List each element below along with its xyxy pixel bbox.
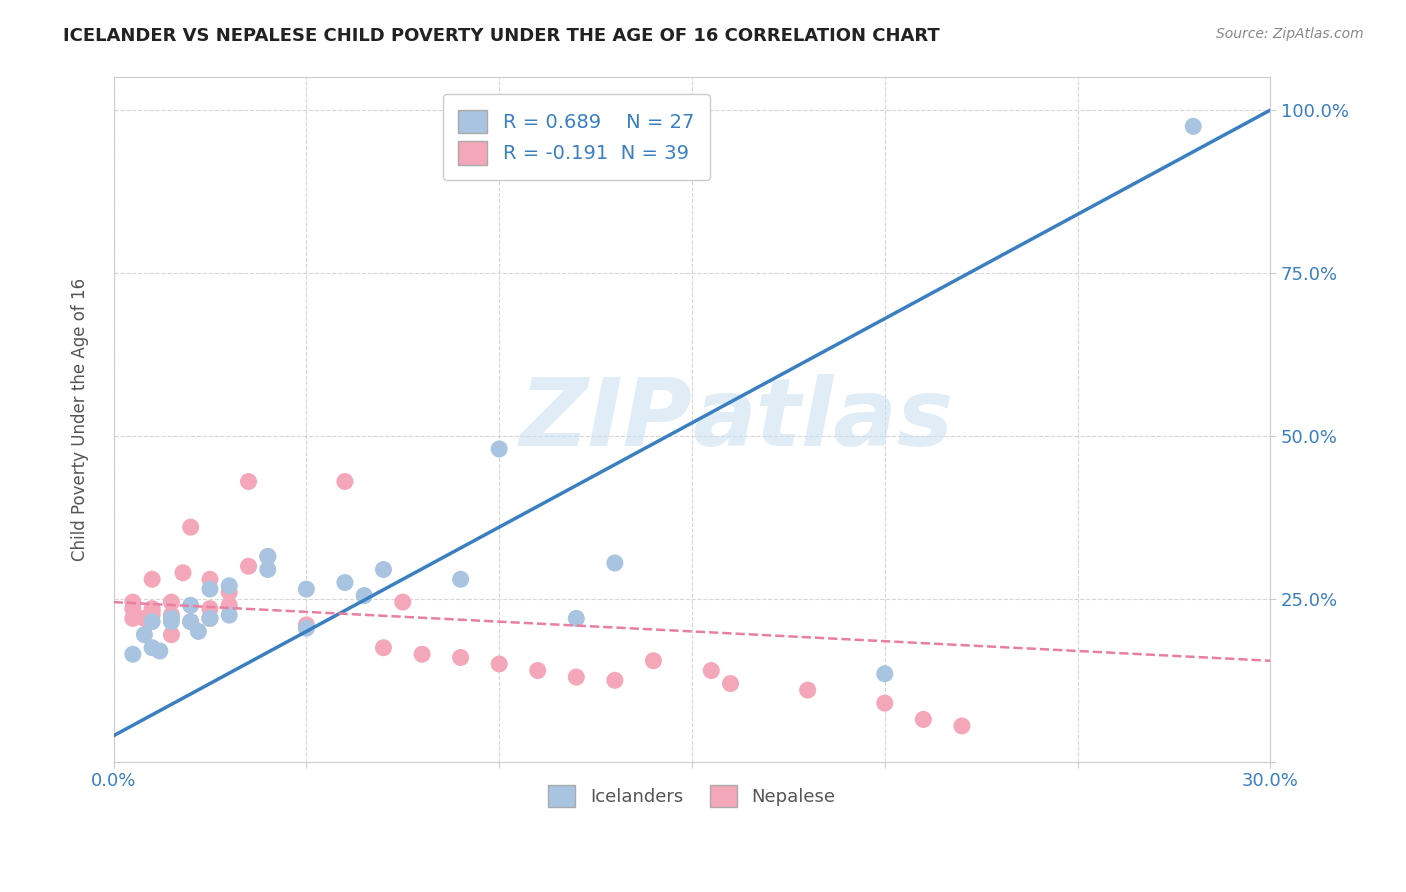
Text: atlas: atlas: [692, 374, 953, 466]
Point: [353, 589, 375, 603]
Point: [603, 556, 626, 570]
Point: [603, 673, 626, 688]
Point: [218, 579, 240, 593]
Point: [198, 582, 221, 596]
Point: [180, 615, 202, 629]
Point: [411, 647, 433, 661]
Text: ZIP: ZIP: [519, 374, 692, 466]
Point: [256, 549, 278, 564]
Point: [912, 713, 935, 727]
Point: [796, 683, 818, 698]
Point: [238, 475, 260, 489]
Point: [141, 640, 163, 655]
Point: [141, 601, 163, 615]
Point: [256, 549, 278, 564]
Point: [873, 696, 896, 710]
Point: [488, 442, 510, 456]
Point: [160, 611, 183, 625]
Point: [450, 572, 472, 586]
Point: [121, 595, 143, 609]
Text: ICELANDER VS NEPALESE CHILD POVERTY UNDER THE AGE OF 16 CORRELATION CHART: ICELANDER VS NEPALESE CHILD POVERTY UNDE…: [63, 27, 941, 45]
Point: [218, 599, 240, 613]
Point: [198, 601, 221, 615]
Point: [256, 562, 278, 576]
Point: [134, 611, 156, 625]
Point: [180, 615, 202, 629]
Point: [1182, 120, 1205, 134]
Point: [141, 572, 163, 586]
Point: [700, 664, 723, 678]
Point: [160, 628, 183, 642]
Point: [141, 605, 163, 619]
Point: [198, 572, 221, 586]
Point: [134, 628, 156, 642]
Point: [373, 640, 395, 655]
Point: [333, 575, 356, 590]
Point: [141, 615, 163, 629]
Point: [488, 657, 510, 671]
Point: [295, 582, 318, 596]
Point: [160, 608, 183, 623]
Point: [643, 654, 665, 668]
Point: [149, 644, 172, 658]
Point: [141, 608, 163, 623]
Legend: Icelanders, Nepalese: Icelanders, Nepalese: [541, 778, 842, 814]
Point: [160, 595, 183, 609]
Point: [121, 601, 143, 615]
Point: [950, 719, 973, 733]
Point: [333, 475, 356, 489]
Point: [160, 615, 183, 629]
Point: [218, 585, 240, 599]
Point: [238, 559, 260, 574]
Point: [172, 566, 194, 580]
Point: [198, 611, 221, 625]
Point: [450, 650, 472, 665]
Point: [873, 666, 896, 681]
Point: [198, 611, 221, 625]
Point: [391, 595, 413, 609]
Point: [373, 562, 395, 576]
Point: [565, 611, 588, 625]
Point: [180, 599, 202, 613]
Point: [526, 664, 548, 678]
Point: [187, 624, 209, 639]
Point: [121, 611, 143, 625]
Point: [295, 618, 318, 632]
Point: [180, 520, 202, 534]
Y-axis label: Child Poverty Under the Age of 16: Child Poverty Under the Age of 16: [72, 278, 89, 561]
Point: [218, 608, 240, 623]
Text: Source: ZipAtlas.com: Source: ZipAtlas.com: [1216, 27, 1364, 41]
Point: [565, 670, 588, 684]
Point: [295, 621, 318, 635]
Point: [121, 647, 143, 661]
Point: [720, 676, 742, 690]
